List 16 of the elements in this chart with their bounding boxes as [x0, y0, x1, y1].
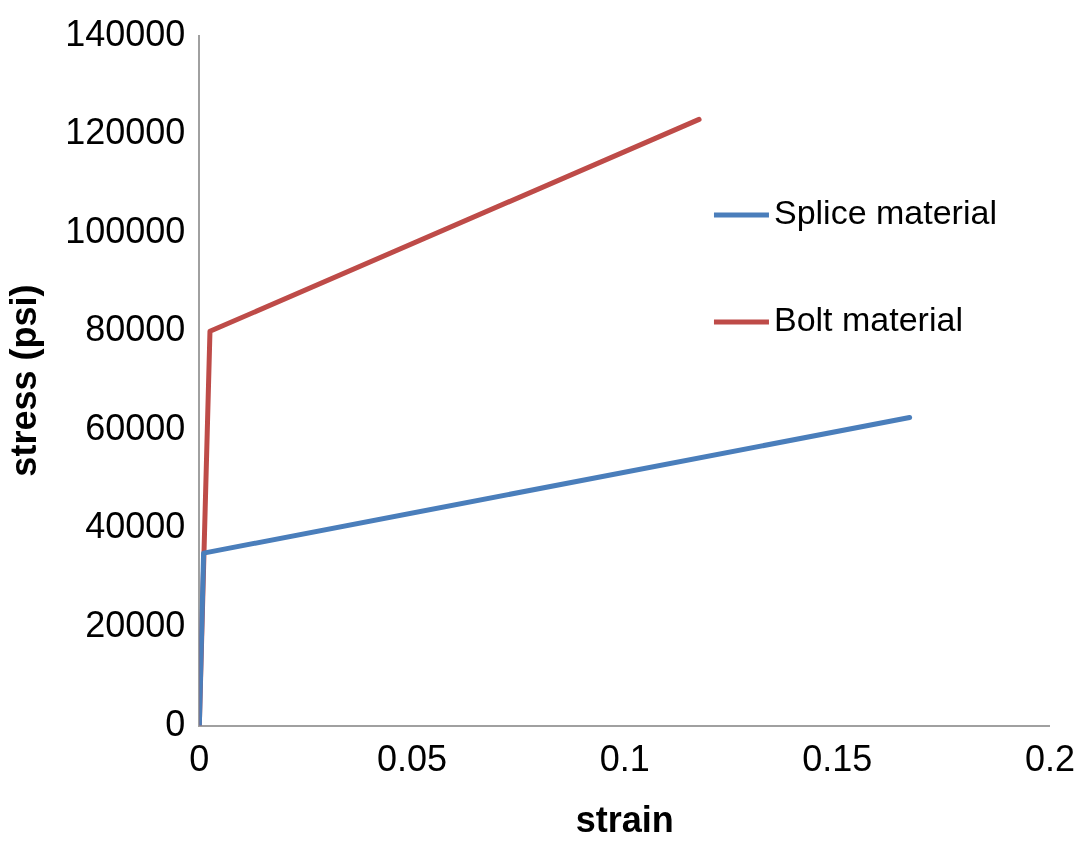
legend-label: Splice material	[773, 193, 997, 232]
x-tick-label: 0.2	[1024, 738, 1075, 780]
y-tick-label: 0	[165, 702, 186, 744]
x-axis-title: strain	[575, 799, 674, 841]
x-tick-label: 0.15	[802, 738, 873, 780]
y-tick-label: 100000	[65, 209, 186, 251]
x-tick-label: 0.1	[599, 738, 650, 780]
y-tick-label: 80000	[85, 308, 186, 350]
x-tick-label: 0.05	[376, 738, 448, 780]
y-tick-label: 20000	[85, 603, 186, 645]
y-axis-title: stress (psi)	[2, 284, 44, 477]
y-tick-label: 60000	[85, 406, 186, 448]
y-tick-label: 120000	[65, 111, 186, 153]
y-tick-label: 40000	[85, 505, 186, 547]
y-tick-label: 140000	[65, 12, 186, 54]
legend-label: Bolt material	[773, 300, 963, 339]
